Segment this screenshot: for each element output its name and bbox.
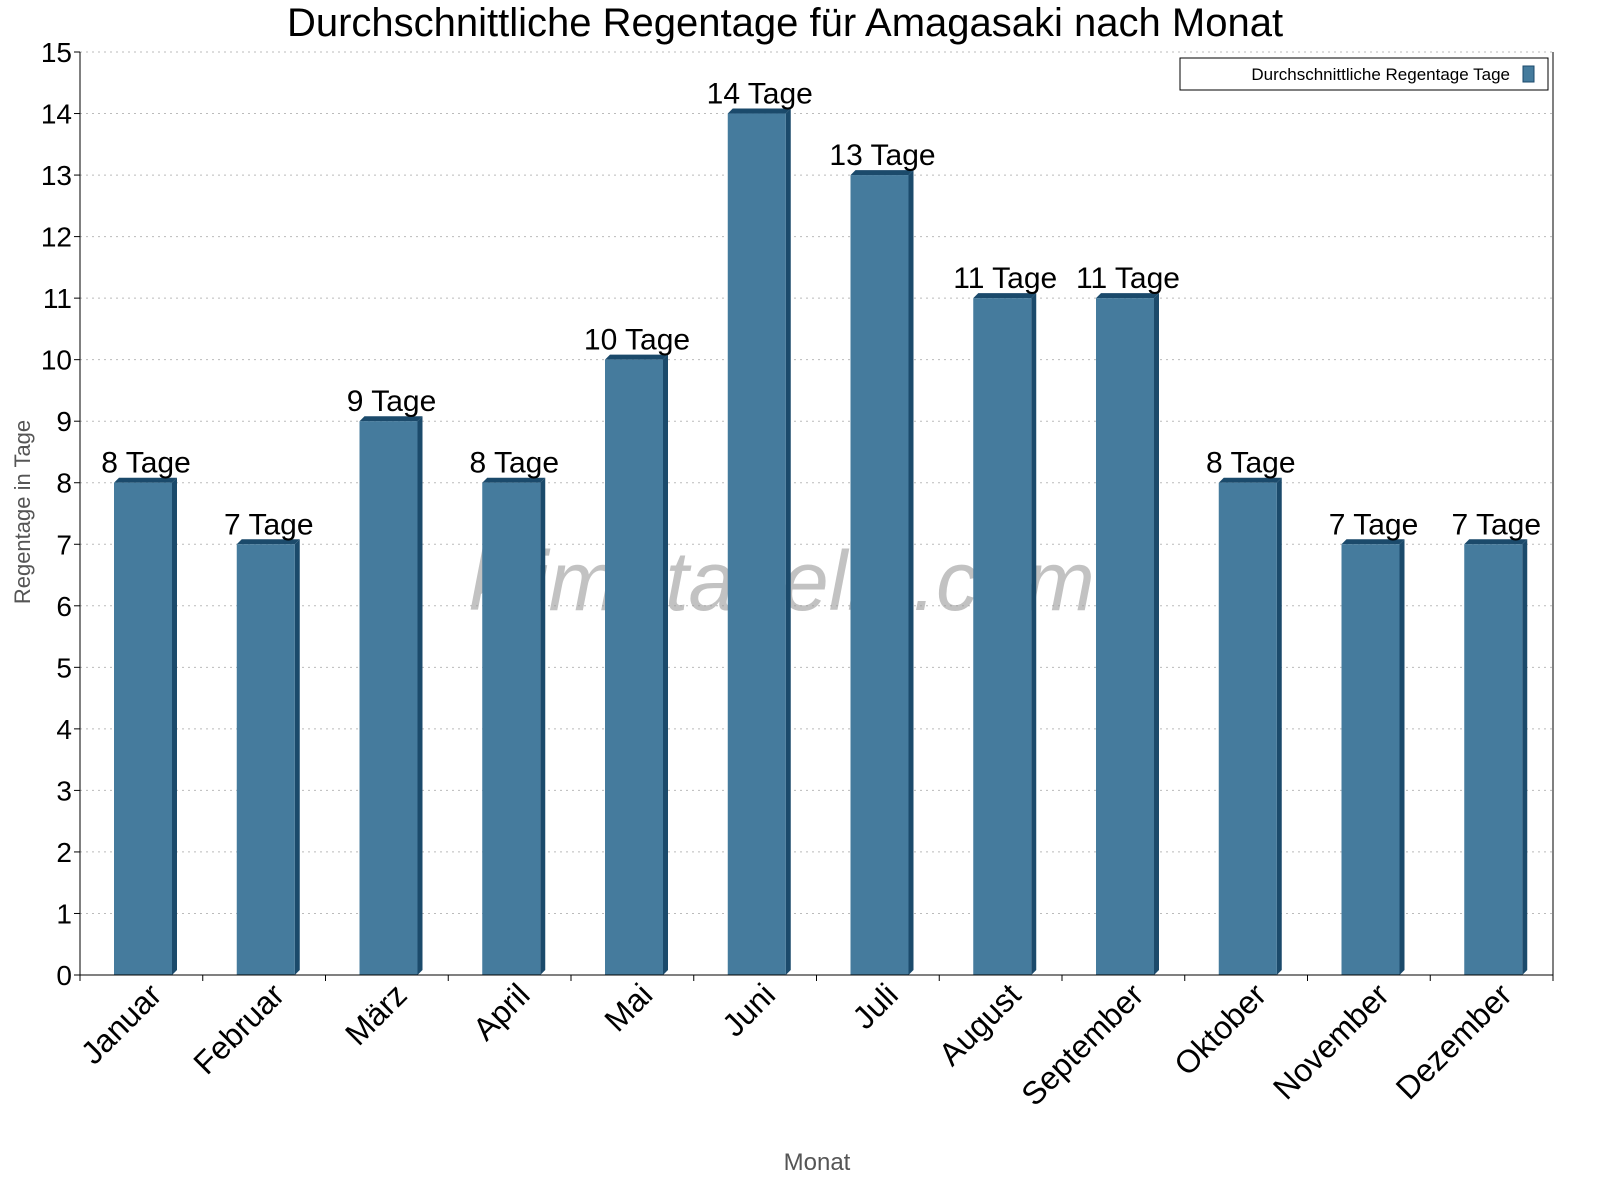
y-tick-label: 1 <box>56 898 72 929</box>
x-tick-label: Juni <box>715 976 782 1043</box>
bar-top <box>850 170 914 176</box>
data-label: 8 Tage <box>469 447 559 480</box>
chart-title: Durchschnittliche Regentage für Amagasak… <box>287 1 1283 45</box>
x-tick-label: März <box>338 976 414 1052</box>
bar-side <box>1154 293 1159 976</box>
bar-side <box>785 108 791 976</box>
bar <box>727 108 791 976</box>
bar <box>973 293 1037 976</box>
bar-front <box>482 482 541 975</box>
bar-top <box>1341 539 1405 545</box>
data-label: 10 Tage <box>584 324 690 357</box>
x-tick-label: Oktober <box>1167 976 1273 1082</box>
bar-front <box>973 298 1032 976</box>
data-label: 11 Tage <box>953 262 1057 295</box>
x-tick-label: April <box>466 976 537 1047</box>
bar-side <box>1399 539 1405 975</box>
x-tick-label: September <box>1014 976 1150 1112</box>
x-tick-label: August <box>932 976 1028 1072</box>
y-tick-label: 4 <box>56 714 72 745</box>
bar <box>1464 539 1528 975</box>
data-label: 13 Tage <box>829 139 935 172</box>
x-tick-label: Februar <box>186 976 291 1081</box>
data-label: 8 Tage <box>1206 447 1296 480</box>
bar <box>1096 293 1159 976</box>
x-tick-label: Juli <box>845 976 904 1035</box>
bar-top <box>359 416 423 422</box>
bar-top <box>1218 477 1282 483</box>
bar-front <box>359 421 418 975</box>
x-tick-label: November <box>1266 976 1396 1106</box>
x-tick-label: Mai <box>597 976 659 1038</box>
bar <box>359 416 423 975</box>
bar-side <box>294 539 300 975</box>
bar-top <box>973 293 1037 299</box>
y-tick-label: 9 <box>56 406 72 437</box>
legend-swatch <box>1522 65 1535 83</box>
legend-label: Durchschnittliche Regentage Tage <box>1251 65 1510 84</box>
x-axis-label: Monat <box>784 1149 851 1176</box>
y-tick-label: 5 <box>56 652 72 683</box>
y-tick-label: 8 <box>56 468 72 499</box>
bar-front <box>236 544 295 975</box>
data-label: 7 Tage <box>1329 508 1419 541</box>
bar-top <box>114 477 177 483</box>
y-tick-label: 10 <box>41 345 72 376</box>
bar <box>236 539 300 975</box>
bar-side <box>1276 477 1282 975</box>
y-tick-label: 15 <box>41 37 72 68</box>
bar-side <box>172 477 177 975</box>
bars: 8 Tage 7 Tage 9 Tage 8 Tage 10 Tage 14 Tage 13… <box>101 78 1541 976</box>
bar-top <box>727 108 791 114</box>
bar-front <box>1341 544 1400 975</box>
bar-top <box>1096 293 1159 299</box>
bar-front <box>727 113 786 976</box>
y-tick-label: 14 <box>41 99 72 130</box>
bar-side <box>540 477 546 975</box>
y-tick-label: 7 <box>56 529 72 560</box>
bar-side <box>908 170 914 976</box>
bar <box>1218 477 1282 975</box>
y-tick-label: 2 <box>56 837 72 868</box>
bar-front <box>1464 544 1523 975</box>
y-tick-label: 11 <box>43 283 72 314</box>
bar-front <box>114 482 172 975</box>
bar <box>482 477 546 975</box>
data-label: 7 Tage <box>1451 508 1541 541</box>
data-label: 8 Tage <box>101 447 191 480</box>
bar-top <box>605 354 668 360</box>
data-label: 11 Tage <box>1076 262 1180 295</box>
y-tick-label: 12 <box>41 222 72 253</box>
x-tick-label: Januar <box>74 976 169 1071</box>
grid-lines <box>80 51 1553 914</box>
y-tick-label: 3 <box>56 775 72 806</box>
bar-top <box>1464 539 1528 545</box>
bar-side <box>1031 293 1037 976</box>
bar-top <box>482 477 546 483</box>
legend: Durchschnittliche Regentage Tage <box>1179 57 1549 91</box>
bar-front <box>1218 482 1277 975</box>
data-label: 7 Tage <box>224 508 314 541</box>
bar <box>605 354 668 976</box>
bar-side <box>663 354 668 976</box>
data-label: 9 Tage <box>347 385 437 418</box>
bar-side <box>417 416 423 975</box>
y-tick-label: 0 <box>56 960 72 991</box>
y-tick-label: 13 <box>41 160 72 191</box>
bar <box>850 170 914 976</box>
bar-front <box>605 359 663 976</box>
bar-front <box>850 175 909 976</box>
bar <box>1341 539 1405 975</box>
bar <box>114 477 177 975</box>
y-tick-label: 6 <box>56 591 72 622</box>
data-label: 14 Tage <box>707 78 813 111</box>
x-tick-label: Dezember <box>1389 976 1519 1106</box>
bar-top <box>236 539 300 545</box>
bar-side <box>1522 539 1528 975</box>
bar-front <box>1096 298 1154 976</box>
y-axis-label: Regentage in Tage <box>10 420 35 604</box>
